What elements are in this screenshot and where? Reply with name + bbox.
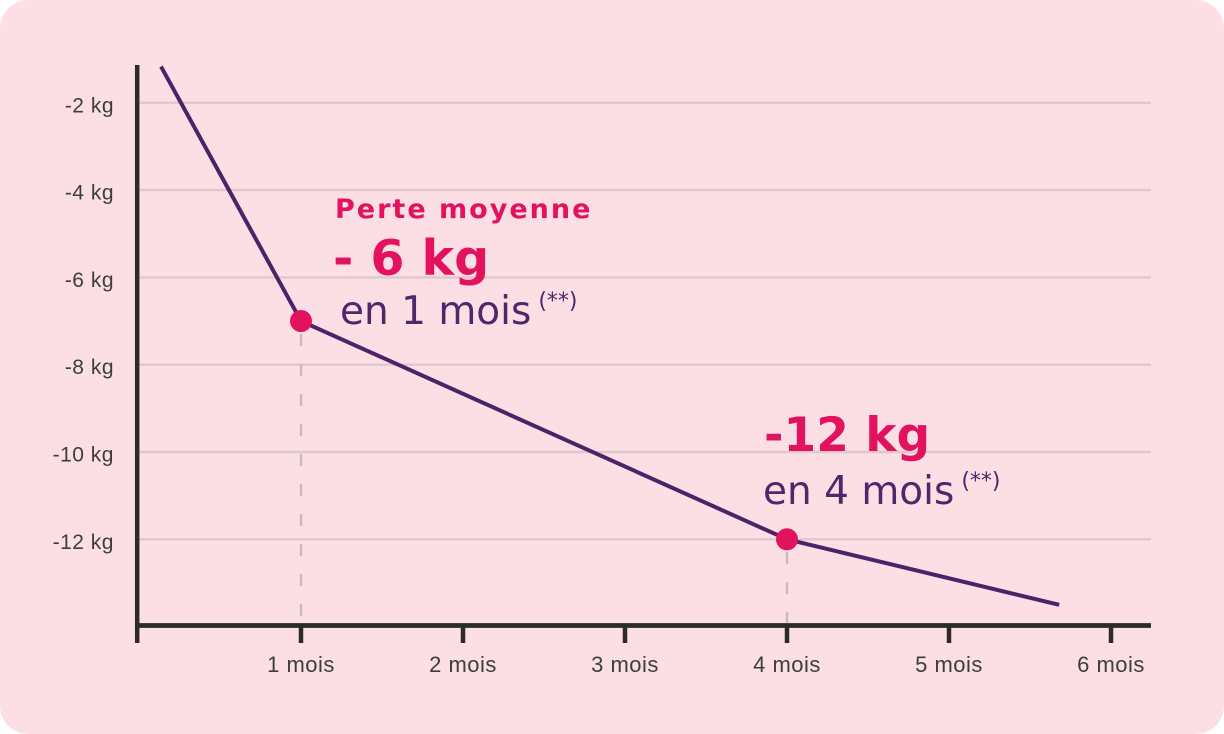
y-tick-label--6 kg: -6 kg — [65, 269, 114, 292]
y-tick-label--2 kg: -2 kg — [65, 94, 114, 117]
x-tick-label-4 mois: 4 mois — [753, 652, 821, 677]
annotation-1-footnote-marker: (**) — [538, 289, 578, 314]
x-tick-label-1 mois: 1 mois — [267, 652, 335, 677]
x-tick-label-5 mois: 5 mois — [915, 652, 983, 677]
annotation-2-value: -12 kg — [764, 408, 931, 463]
y-tick-label--4 kg: -4 kg — [65, 182, 114, 205]
data-point-1-mois — [290, 310, 312, 333]
y-tick-label--12 kg: -12 kg — [53, 531, 114, 554]
y-tick-label--10 kg: -10 kg — [53, 444, 114, 467]
data-point-4-mois — [776, 528, 798, 551]
annotation-1-value: - 6 kg — [333, 230, 490, 287]
annotation-1-title: Perte moyenne — [335, 193, 593, 225]
annotation-1-detail-text: en 1 mois — [340, 289, 532, 334]
x-tick-label-2 mois: 2 mois — [429, 652, 497, 677]
x-tick-label-3 mois: 3 mois — [591, 652, 659, 677]
x-tick-label-6 mois: 6 mois — [1077, 652, 1145, 677]
series-line-perte-de-poids — [159, 65, 1060, 607]
annotation-1-detail: en 1 mois (**) — [340, 289, 578, 334]
annotation-2-detail-text: en 4 mois — [763, 469, 955, 514]
y-tick-label--8 kg: -8 kg — [65, 356, 114, 379]
annotation-2-footnote-marker: (**) — [961, 469, 1001, 494]
annotation-2-detail: en 4 mois (**) — [763, 469, 1001, 514]
